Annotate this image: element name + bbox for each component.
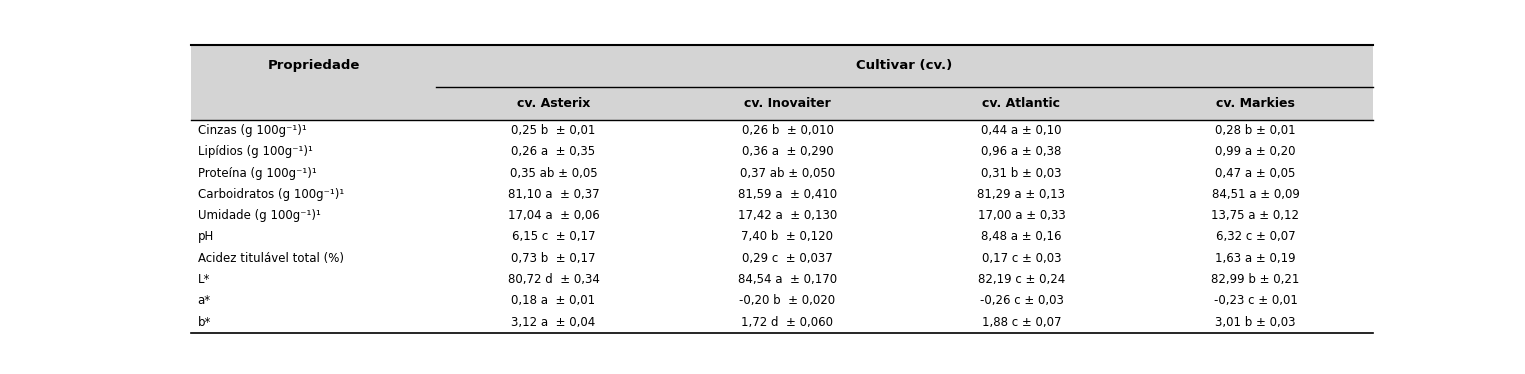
Text: -0,20 b  ± 0,020: -0,20 b ± 0,020 [740, 294, 836, 307]
Text: 0,18 a  ± 0,01: 0,18 a ± 0,01 [511, 294, 596, 307]
Text: 0,47 a ± 0,05: 0,47 a ± 0,05 [1215, 166, 1296, 180]
Bar [191, 290, 1372, 312]
Text: 0,28 b ± 0,01: 0,28 b ± 0,01 [1215, 124, 1296, 137]
Text: 0,37 ab ± 0,050: 0,37 ab ± 0,050 [740, 166, 836, 180]
Text: 17,04 a  ± 0,06: 17,04 a ± 0,06 [508, 209, 599, 222]
Text: 0,44 a ± 0,10: 0,44 a ± 0,10 [981, 124, 1061, 137]
Text: Cultivar (cv.): Cultivar (cv.) [857, 59, 953, 72]
Text: 80,72 d  ± 0,34: 80,72 d ± 0,34 [508, 273, 599, 286]
Text: 13,75 a ± 0,12: 13,75 a ± 0,12 [1211, 209, 1299, 222]
Text: 0,31 b ± 0,03: 0,31 b ± 0,03 [981, 166, 1061, 180]
Text: 3,01 b ± 0,03: 3,01 b ± 0,03 [1215, 316, 1296, 329]
Text: 17,00 a ± 0,33: 17,00 a ± 0,33 [978, 209, 1066, 222]
Text: 81,59 a  ± 0,410: 81,59 a ± 0,410 [738, 188, 837, 201]
Text: 3,12 a  ± 0,04: 3,12 a ± 0,04 [511, 316, 596, 329]
Text: 17,42 a  ± 0,130: 17,42 a ± 0,130 [738, 209, 837, 222]
Text: -0,23 c ± 0,01: -0,23 c ± 0,01 [1214, 294, 1298, 307]
Text: 6,32 c ± 0,07: 6,32 c ± 0,07 [1215, 230, 1295, 243]
Text: Carboidratos (g 100g⁻¹)¹: Carboidratos (g 100g⁻¹)¹ [198, 188, 345, 201]
Text: 1,63 a ± 0,19: 1,63 a ± 0,19 [1215, 252, 1296, 265]
Text: Propriedade: Propriedade [267, 59, 360, 72]
Bar [191, 205, 1372, 226]
Bar [191, 269, 1372, 290]
Bar [191, 226, 1372, 248]
Text: Lipídios (g 100g⁻¹)¹: Lipídios (g 100g⁻¹)¹ [198, 145, 313, 158]
Bar [191, 162, 1372, 184]
Text: a*: a* [198, 294, 210, 307]
Text: Cinzas (g 100g⁻¹)¹: Cinzas (g 100g⁻¹)¹ [198, 124, 307, 137]
Text: b*: b* [198, 316, 210, 329]
Text: 81,10 a  ± 0,37: 81,10 a ± 0,37 [508, 188, 599, 201]
Bar [191, 248, 1372, 269]
Bar [191, 45, 1372, 87]
Text: cv. Asterix: cv. Asterix [517, 97, 590, 110]
Bar [191, 141, 1372, 162]
Text: Acidez titulável total (%): Acidez titulável total (%) [198, 252, 343, 265]
Text: 8,48 a ± 0,16: 8,48 a ± 0,16 [981, 230, 1061, 243]
Bar [191, 312, 1372, 333]
Text: cv. Markies: cv. Markies [1215, 97, 1295, 110]
Bar [191, 87, 1372, 120]
Text: Umidade (g 100g⁻¹)¹: Umidade (g 100g⁻¹)¹ [198, 209, 320, 222]
Text: cv. Inovaiter: cv. Inovaiter [744, 97, 831, 110]
Text: 0,96 a ± 0,38: 0,96 a ± 0,38 [981, 145, 1061, 158]
Text: 0,35 ab ± 0,05: 0,35 ab ± 0,05 [509, 166, 598, 180]
Text: 0,25 b  ± 0,01: 0,25 b ± 0,01 [511, 124, 596, 137]
Bar [191, 184, 1372, 205]
Text: 84,54 a  ± 0,170: 84,54 a ± 0,170 [738, 273, 837, 286]
Text: 84,51 a ± 0,09: 84,51 a ± 0,09 [1211, 188, 1299, 201]
Text: 0,36 a  ± 0,290: 0,36 a ± 0,290 [741, 145, 833, 158]
Text: 7,40 b  ± 0,120: 7,40 b ± 0,120 [741, 230, 834, 243]
Text: cv. Atlantic: cv. Atlantic [982, 97, 1060, 110]
Text: pH: pH [198, 230, 214, 243]
Text: 0,17 c ± 0,03: 0,17 c ± 0,03 [982, 252, 1061, 265]
Text: 0,73 b  ± 0,17: 0,73 b ± 0,17 [511, 252, 596, 265]
Text: 6,15 c  ± 0,17: 6,15 c ± 0,17 [512, 230, 595, 243]
Bar [191, 120, 1372, 141]
Text: -0,26 c ± 0,03: -0,26 c ± 0,03 [979, 294, 1063, 307]
Text: 0,29 c  ± 0,037: 0,29 c ± 0,037 [743, 252, 833, 265]
Text: 81,29 a ± 0,13: 81,29 a ± 0,13 [978, 188, 1066, 201]
Text: Proteína (g 100g⁻¹)¹: Proteína (g 100g⁻¹)¹ [198, 166, 317, 180]
Text: L*: L* [198, 273, 210, 286]
Text: 82,99 b ± 0,21: 82,99 b ± 0,21 [1211, 273, 1299, 286]
Text: 0,99 a ± 0,20: 0,99 a ± 0,20 [1215, 145, 1296, 158]
Text: 1,88 c ± 0,07: 1,88 c ± 0,07 [982, 316, 1061, 329]
Text: 0,26 a  ± 0,35: 0,26 a ± 0,35 [511, 145, 596, 158]
Text: 82,19 c ± 0,24: 82,19 c ± 0,24 [978, 273, 1064, 286]
Text: 0,26 b  ± 0,010: 0,26 b ± 0,010 [741, 124, 833, 137]
Text: 1,72 d  ± 0,060: 1,72 d ± 0,060 [741, 316, 834, 329]
